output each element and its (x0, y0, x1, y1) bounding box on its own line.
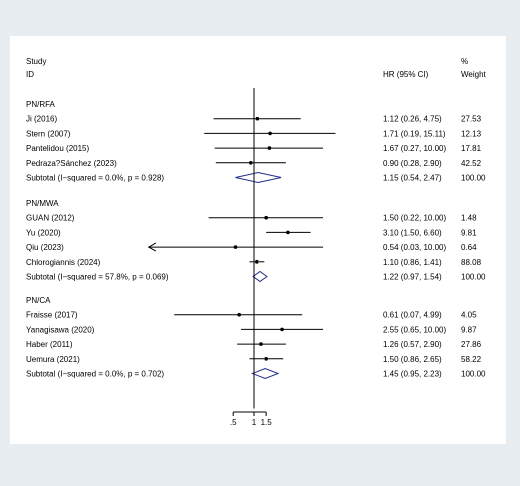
header-percent-label: % (461, 57, 468, 66)
subtotal-weight: 100.00 (461, 273, 486, 282)
group-label: PN/MWA (26, 199, 59, 208)
study-hr-ci: 1.10 (0.86, 1.41) (383, 258, 442, 267)
point-estimate (264, 215, 268, 220)
subtotal-weight: 100.00 (461, 174, 486, 183)
x-tick-label: 1 (252, 418, 257, 427)
header-id-label: ID (26, 70, 34, 79)
study-weight: 17.81 (461, 144, 482, 153)
study-weight: 27.53 (461, 115, 482, 124)
study-label: Pedraza?Sánchez (2023) (26, 159, 117, 168)
plot-panel: Study ID HR (95% CI)% Weight PN/RFA Ji (2016)… (10, 36, 506, 444)
study-weight: 12.13 (461, 129, 482, 138)
study-weight: 9.87 (461, 325, 477, 334)
study-hr-ci: 0.90 (0.28, 2.90) (383, 159, 442, 168)
point-estimate (267, 146, 272, 150)
study-weight: 9.81 (461, 228, 477, 237)
group-label: PN/CA (26, 296, 51, 305)
subtotal-label: Subtotal (I−squared = 0.0%, p = 0.928) (26, 174, 164, 183)
point-estimate (255, 260, 259, 264)
study-weight: 58.22 (461, 355, 482, 364)
study-label: Chlorogiannis (2024) (26, 258, 101, 267)
study-label: Fraisse (2017) (26, 311, 78, 320)
point-estimate (286, 230, 290, 235)
study-label: Yu (2020) (26, 228, 61, 237)
point-estimate (268, 131, 272, 136)
study-weight: 1.48 (461, 214, 477, 223)
subtotal-hr-ci: 1.45 (0.95, 2.23) (383, 370, 442, 379)
subtotal-label: Subtotal (I−squared = 57.8%, p = 0.069) (26, 273, 169, 282)
study-weight: 88.08 (461, 258, 482, 267)
header-weight-label: Weight (461, 70, 487, 79)
point-estimate (280, 327, 284, 332)
subtotal-hr-ci: 1.15 (0.54, 2.47) (383, 174, 442, 183)
study-label: Ji (2016) (26, 115, 57, 124)
study-label: Qiu (2023) (26, 243, 64, 252)
subtotal-diamond (235, 171, 282, 184)
subtotal-weight: 100.00 (461, 370, 486, 379)
subtotal-diamond (251, 367, 280, 380)
header-study-label: Study (26, 57, 46, 66)
study-label: Uemura (2021) (26, 355, 80, 364)
point-estimate (255, 116, 260, 121)
point-estimate (237, 312, 241, 317)
study-hr-ci: 1.71 (0.19, 15.11) (383, 129, 446, 138)
study-hr-ci: 0.61 (0.07, 4.99) (383, 311, 442, 320)
forest-plot: Study ID HR (95% CI)% Weight PN/RFA Ji (2016)… (26, 57, 487, 427)
point-estimate (264, 357, 268, 361)
subtotal-diamond (252, 270, 268, 283)
x-tick-label: 1.5 (261, 418, 273, 427)
group-label: PN/RFA (26, 100, 56, 109)
subtotal-hr-ci: 1.22 (0.97, 1.54) (383, 273, 442, 282)
study-weight: 0.64 (461, 243, 477, 252)
x-tick-label: .5 (230, 418, 237, 427)
subtotal-label: Subtotal (I−squared = 0.0%, p = 0.702) (26, 370, 164, 379)
point-estimate (259, 342, 263, 346)
study-label: Yanagisawa (2020) (26, 325, 95, 334)
study-label: GUAN (2012) (26, 214, 75, 223)
study-hr-ci: 1.50 (0.86, 2.65) (383, 355, 442, 364)
study-weight: 27.86 (461, 340, 482, 349)
header-effect-label: HR (95% CI) (383, 70, 429, 79)
point-estimate (233, 245, 238, 249)
study-weight: 42.52 (461, 159, 482, 168)
study-hr-ci: 2.55 (0.65, 10.00) (383, 325, 446, 334)
study-label: Stern (2007) (26, 129, 71, 138)
study-hr-ci: 1.12 (0.26, 4.75) (383, 115, 442, 124)
study-hr-ci: 0.54 (0.03, 10.00) (383, 243, 446, 252)
study-label: Haber (2011) (26, 340, 73, 349)
study-label: Pantelidou (2015) (26, 144, 89, 153)
study-hr-ci: 1.26 (0.57, 2.90) (383, 340, 442, 349)
point-estimate (249, 161, 253, 165)
study-hr-ci: 1.50 (0.22, 10.00) (383, 214, 446, 223)
study-hr-ci: 3.10 (1.50, 6.60) (383, 228, 442, 237)
study-weight: 4.05 (461, 311, 477, 320)
ci-arrow (147, 242, 157, 252)
study-hr-ci: 1.67 (0.27, 10.00) (383, 144, 446, 153)
